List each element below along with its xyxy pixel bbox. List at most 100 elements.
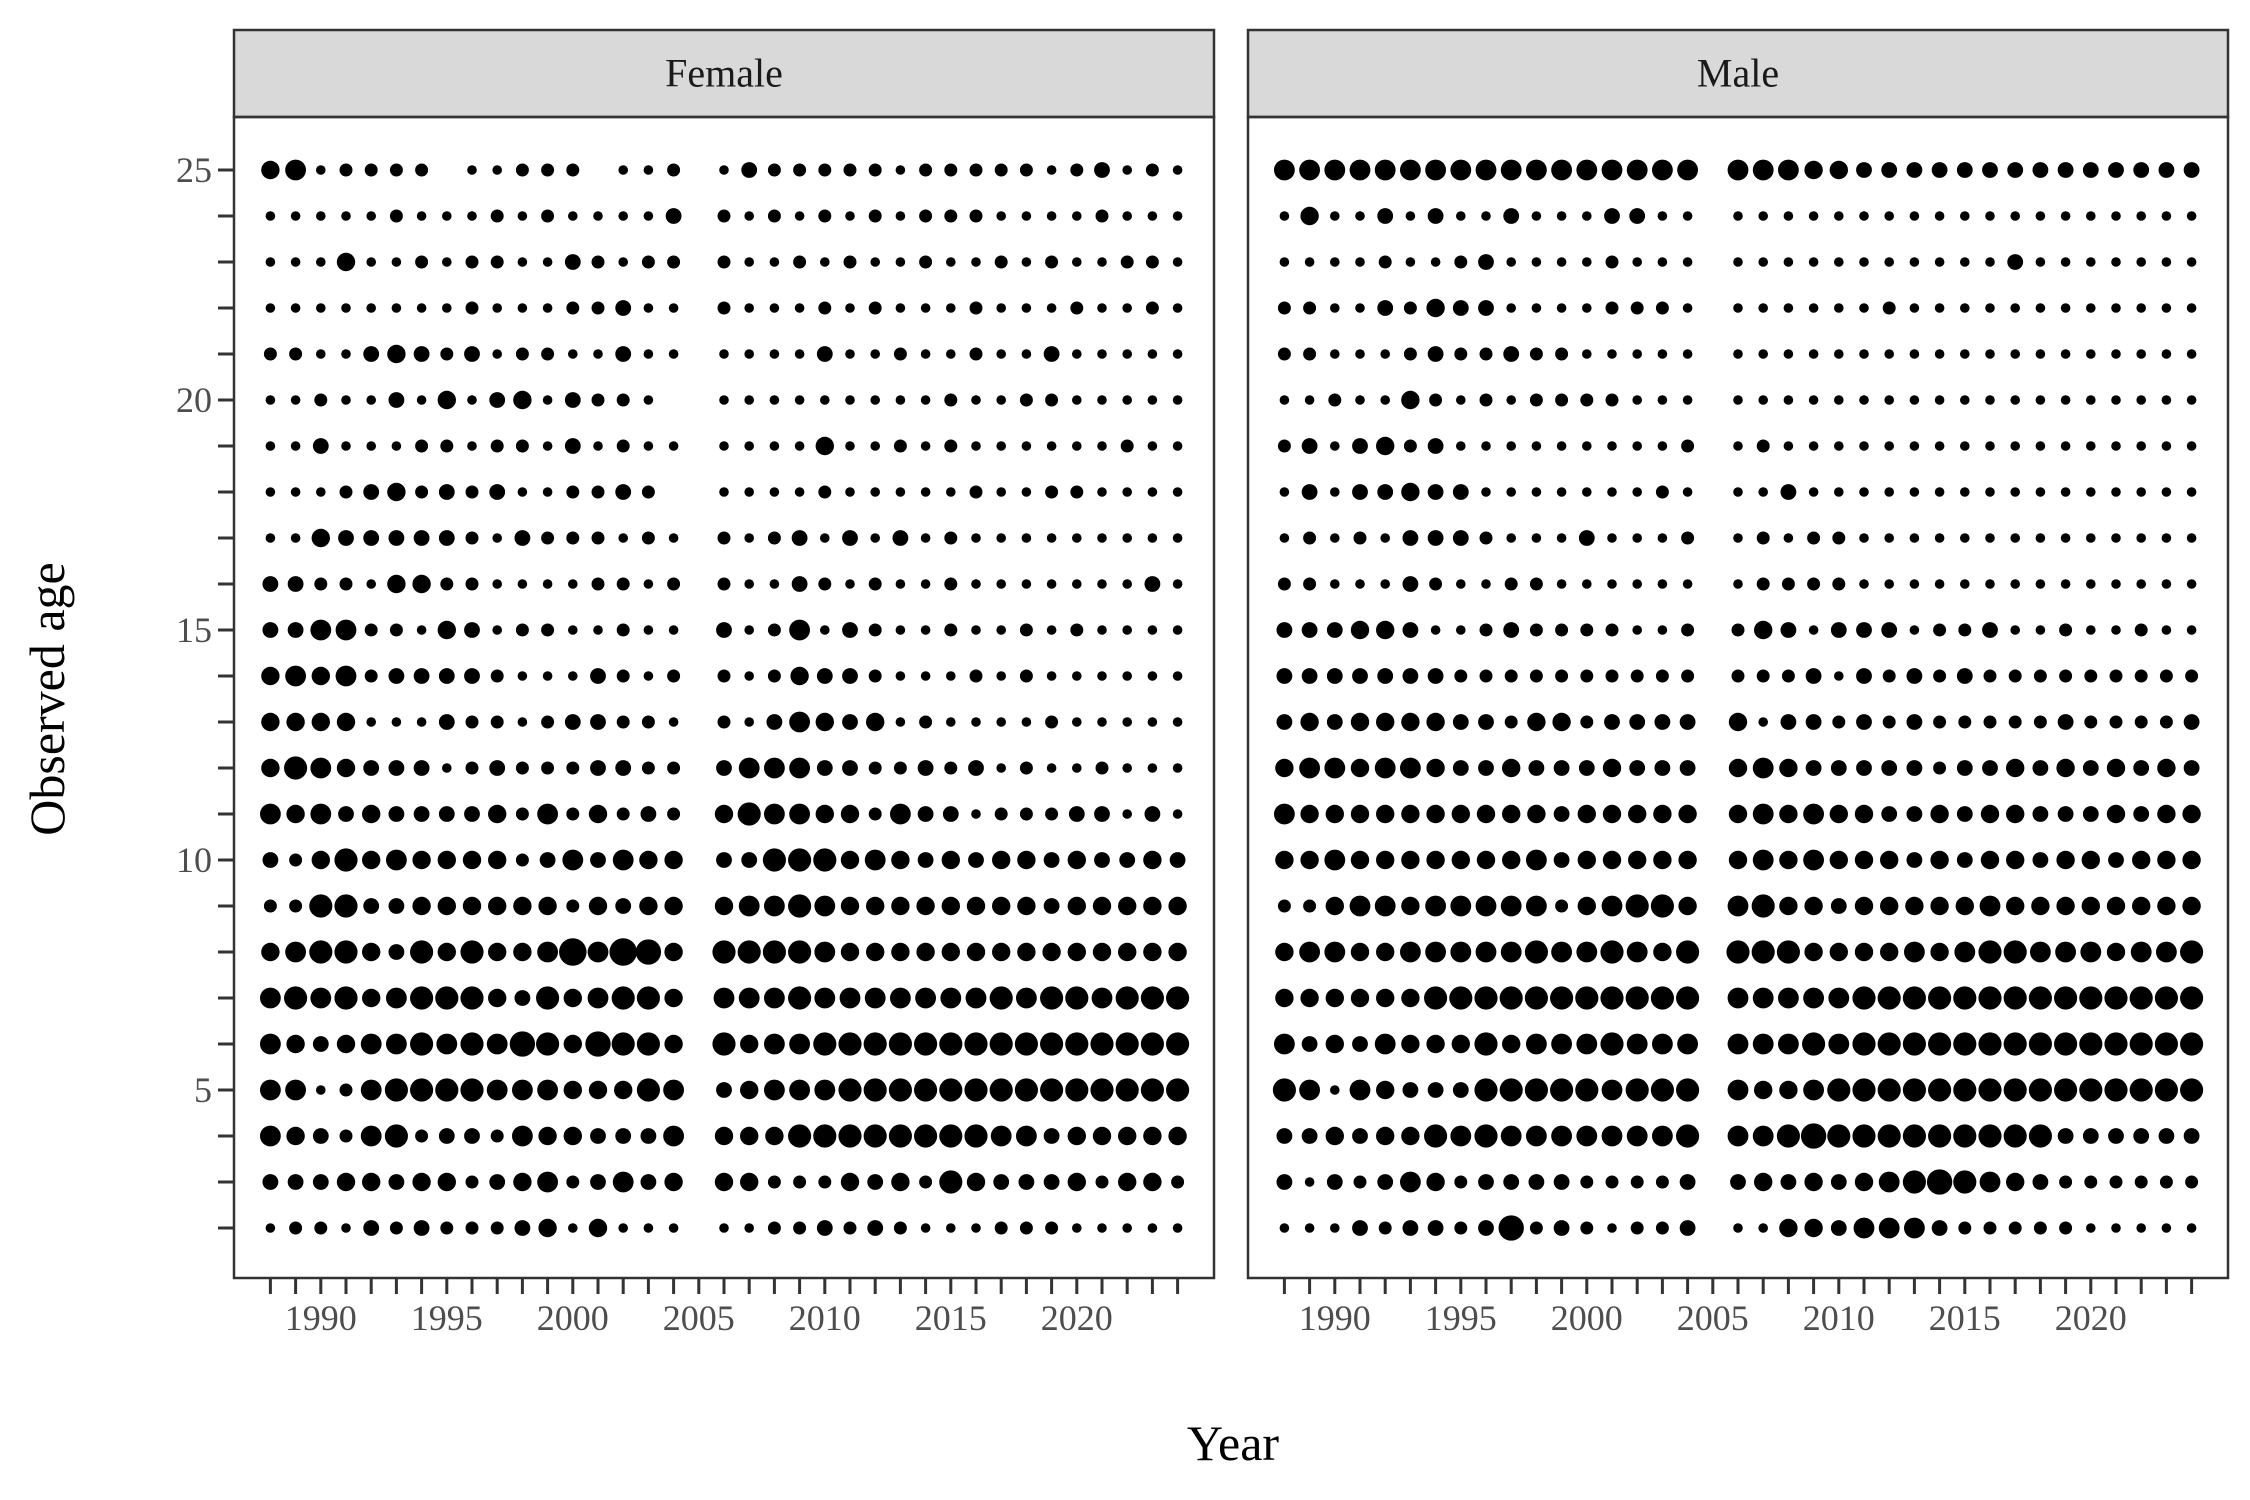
- bubble-point: [616, 669, 630, 683]
- bubble-point: [2111, 441, 2121, 451]
- bubble-point: [517, 211, 528, 221]
- bubble-point: [840, 942, 860, 962]
- bubble-point: [460, 1032, 484, 1056]
- bubble-point: [489, 1174, 506, 1190]
- bubble-point: [489, 760, 506, 776]
- bubble-point: [1021, 257, 1032, 267]
- bubble-point: [1653, 804, 1672, 824]
- bubble-point: [867, 1174, 884, 1190]
- bubble-point: [314, 1221, 328, 1235]
- bubble-point: [1985, 441, 1995, 451]
- bubble-point: [1783, 303, 1794, 313]
- bubble-point: [490, 439, 504, 453]
- bubble-point: [2032, 806, 2049, 822]
- bubble-point: [1122, 349, 1132, 359]
- bubble-point: [1275, 988, 1294, 1008]
- bubble-point: [1783, 211, 1794, 221]
- bubble-point: [440, 1221, 454, 1235]
- bubble-point: [2158, 1128, 2175, 1144]
- bubble-point: [1172, 1223, 1183, 1233]
- bubble-point: [2134, 669, 2148, 683]
- bubble-point: [1804, 1172, 1823, 1192]
- bubble-point: [1352, 1128, 1368, 1144]
- bubble-point: [1628, 804, 1647, 824]
- bubble-point: [1779, 1218, 1798, 1238]
- bubble-point: [1728, 758, 1748, 778]
- bubble-point: [542, 579, 553, 589]
- bubble-point: [1506, 257, 1516, 267]
- bubble-point: [1506, 487, 1516, 497]
- bubble-point: [1072, 533, 1082, 543]
- bubble-point: [1733, 395, 1743, 405]
- bubble-point: [1682, 257, 1693, 267]
- bubble-point: [2186, 533, 2197, 543]
- bubble-point: [2086, 211, 2096, 221]
- facet-strip: [232, 28, 1216, 119]
- bubble-point: [1402, 668, 1419, 684]
- bubble-point: [1380, 395, 1390, 405]
- bubble-point: [1525, 1125, 1547, 1147]
- bubble-point: [1829, 804, 1849, 824]
- bubble-point: [1525, 1033, 1547, 1055]
- bubble-point: [769, 257, 780, 267]
- bubble-point: [1958, 1221, 1972, 1235]
- bubble-point: [537, 803, 559, 825]
- bubble-point: [2136, 349, 2146, 359]
- bubble-point: [1481, 487, 1491, 497]
- bubble-point: [1552, 712, 1571, 732]
- bubble-point: [763, 895, 785, 917]
- bubble-point: [845, 441, 855, 451]
- bubble-point: [363, 484, 380, 500]
- bubble-point: [1928, 1078, 1952, 1102]
- bubble-point: [1602, 850, 1622, 870]
- bubble-point: [889, 987, 911, 1009]
- bubble-point: [1065, 1032, 1089, 1056]
- bubble-point: [1474, 986, 1498, 1010]
- x-axis: 1990 1995 2000 2005 2010 2015 2020: [268, 1278, 1180, 1338]
- bubble-point: [2086, 303, 2096, 313]
- bubble-point: [1065, 1078, 1089, 1102]
- bubble-point: [1171, 1175, 1185, 1189]
- bubble-point: [2006, 758, 2025, 778]
- bubble-point: [2032, 162, 2049, 178]
- bubble-point: [1777, 1033, 1799, 1055]
- bubble-point: [664, 1034, 683, 1054]
- bubble-point: [2010, 487, 2020, 497]
- bubble-point: [2180, 1078, 2204, 1102]
- bubble-point: [1122, 1223, 1132, 1233]
- bubble-point: [1045, 715, 1059, 729]
- bubble-point: [815, 712, 834, 732]
- bubble-point: [1330, 487, 1340, 497]
- bubble-point: [1300, 850, 1319, 870]
- bubble-point: [1018, 1174, 1035, 1190]
- bubble-point: [1326, 714, 1343, 730]
- bubble-point: [1781, 577, 1795, 591]
- bubble-point: [1803, 803, 1825, 825]
- bubble-point: [763, 1079, 785, 1101]
- bubble-point: [1881, 622, 1898, 638]
- bubble-point: [2028, 1078, 2052, 1102]
- bubble-point: [2159, 1175, 2173, 1189]
- bubble-point: [1303, 899, 1317, 913]
- bubble-point: [1830, 1174, 1847, 1190]
- bubble-point: [341, 303, 351, 313]
- bubble-point: [1374, 757, 1396, 779]
- bubble-point: [1304, 1177, 1315, 1187]
- bubble-point: [261, 160, 280, 180]
- bubble-point: [2056, 850, 2075, 870]
- bubble-point: [1681, 669, 1695, 683]
- bubble-point: [2056, 758, 2075, 778]
- bubble-point: [363, 530, 380, 546]
- bubble-point: [794, 441, 805, 451]
- bubble-point: [1376, 620, 1395, 640]
- bubble-point: [2132, 850, 2151, 870]
- bubble-point: [1607, 579, 1617, 589]
- x-axis: 1990 1995 2000 2005 2010 2015 2020: [1282, 1278, 2194, 1338]
- bubble-point: [744, 349, 754, 359]
- bubble-point: [2060, 395, 2071, 405]
- bubble-point: [388, 944, 405, 960]
- bubble-point: [314, 577, 328, 591]
- bubble-point: [467, 165, 477, 175]
- bubble-point: [312, 438, 329, 454]
